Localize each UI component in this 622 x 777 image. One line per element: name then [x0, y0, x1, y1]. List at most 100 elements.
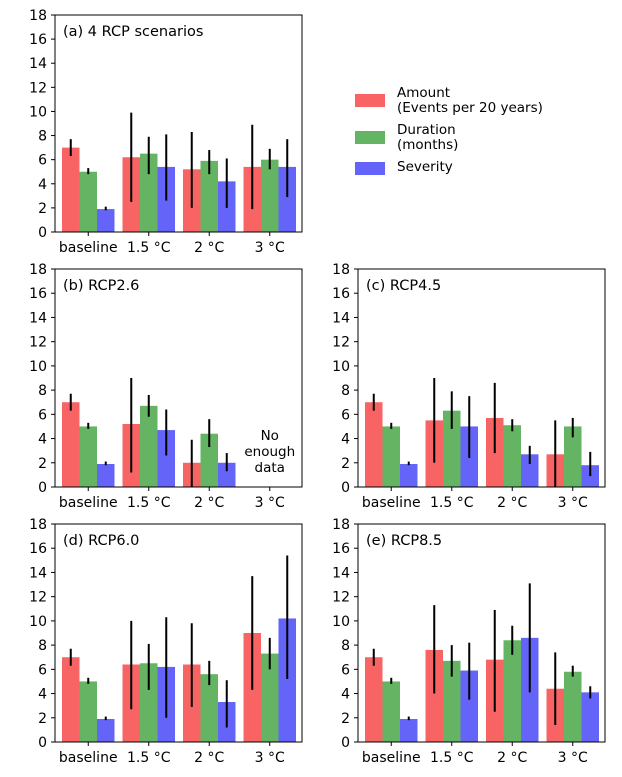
y-tick-label: 18 — [332, 262, 350, 278]
x-tick-label: 2 °C — [497, 495, 527, 511]
x-tick-label: 1.5 °C — [127, 750, 171, 766]
y-tick-label: 10 — [29, 614, 47, 630]
panel-title: (a) 4 RCP scenarios — [63, 24, 203, 40]
chart-panel-1: 0 2 4 6 8 10 12 14 16 18 baseline 1.5 °C 2 °C 3 °C (b)… — [29, 262, 303, 511]
y-tick-label: 0 — [38, 225, 47, 241]
y-tick-label: 2 — [38, 201, 47, 217]
bar-duration-2 — [200, 160, 218, 232]
y-tick-label: 18 — [29, 262, 47, 278]
bar-severity-3 — [278, 166, 296, 232]
legend-label-severity: Severity — [397, 159, 453, 175]
bar-duration-3 — [261, 653, 279, 742]
bar-duration-3 — [564, 426, 582, 487]
panel-title: (d) RCP6.0 — [63, 533, 139, 549]
x-tick-label: baseline — [362, 495, 421, 511]
x-tick-label: baseline — [59, 495, 118, 511]
x-tick-label: 3 °C — [255, 240, 285, 256]
y-tick-label: 10 — [332, 359, 350, 375]
y-tick-label: 2 — [38, 456, 47, 472]
y-tick-label: 14 — [29, 56, 47, 72]
bar-duration-0 — [79, 426, 97, 487]
y-tick-label: 8 — [341, 638, 350, 654]
y-tick-label: 4 — [38, 432, 47, 448]
y-tick-label: 8 — [341, 383, 350, 399]
bar-duration-1 — [140, 663, 158, 742]
y-tick-label: 8 — [38, 638, 47, 654]
x-tick-label: 2 °C — [194, 495, 224, 511]
y-tick-label: 4 — [341, 687, 350, 703]
y-tick-label: 2 — [341, 456, 350, 472]
legend-swatch-amount — [355, 94, 385, 107]
bar-severity-1 — [157, 430, 175, 487]
bar-amount-0 — [365, 657, 383, 742]
y-tick-label: 14 — [332, 565, 350, 581]
y-tick-label: 0 — [38, 735, 47, 751]
y-tick-label: 12 — [332, 335, 350, 351]
y-tick-label: 16 — [332, 286, 350, 302]
y-tick-label: 16 — [29, 541, 47, 557]
x-tick-label: 3 °C — [255, 495, 285, 511]
x-tick-label: 2 °C — [194, 750, 224, 766]
chart-panel-3: 0 2 4 6 8 10 12 14 16 18 baseline 1.5 °C 2 °C 3 °C (d)… — [29, 517, 303, 766]
legend-label-duration: Duration — [397, 122, 456, 138]
legend-swatch-duration — [355, 131, 385, 144]
bar-severity-1 — [460, 670, 478, 742]
y-tick-label: 18 — [29, 8, 47, 24]
panel-title: (b) RCP2.6 — [63, 278, 139, 294]
legend-swatch-severity — [355, 162, 385, 175]
y-tick-label: 8 — [38, 383, 47, 399]
y-tick-label: 0 — [38, 480, 47, 496]
bar-severity-0 — [400, 463, 418, 487]
y-tick-label: 10 — [29, 359, 47, 375]
y-tick-label: 10 — [29, 104, 47, 120]
bar-severity-0 — [97, 209, 115, 232]
bar-severity-3 — [278, 618, 296, 742]
y-tick-label: 18 — [332, 517, 350, 533]
legend-sublabel-amount: (Events per 20 years) — [397, 100, 543, 116]
axes-frame — [54, 14, 303, 233]
x-tick-label: 2 °C — [497, 750, 527, 766]
bar-duration-2 — [200, 433, 218, 487]
bar-severity-0 — [97, 463, 115, 487]
chart-panel-0: 0 2 4 6 8 10 12 14 16 18 baseline 1.5 °C 2 °C 3 °C (a)… — [29, 8, 303, 256]
x-tick-label: baseline — [59, 240, 118, 256]
y-tick-label: 16 — [29, 286, 47, 302]
bar-duration-2 — [503, 425, 521, 487]
x-tick-label: 3 °C — [558, 750, 588, 766]
x-tick-label: 1.5 °C — [127, 495, 171, 511]
y-tick-label: 2 — [341, 711, 350, 727]
y-tick-label: 6 — [38, 153, 47, 169]
x-tick-label: 3 °C — [558, 495, 588, 511]
y-tick-label: 16 — [332, 541, 350, 557]
bar-duration-0 — [79, 171, 97, 232]
chart-panel-4: 0 2 4 6 8 10 12 14 16 18 baseline 1.5 °C 2 °C 3 °C (e)… — [332, 517, 606, 766]
y-tick-label: 2 — [38, 711, 47, 727]
bar-severity-0 — [97, 718, 115, 742]
bar-amount-1 — [425, 649, 443, 742]
y-tick-label: 0 — [341, 480, 350, 496]
y-tick-label: 4 — [341, 432, 350, 448]
bar-severity-3 — [581, 692, 599, 742]
y-tick-label: 8 — [38, 129, 47, 145]
x-tick-label: baseline — [362, 750, 421, 766]
x-tick-label: 2 °C — [194, 240, 224, 256]
y-tick-label: 0 — [341, 735, 350, 751]
legend-label-amount: Amount — [397, 85, 451, 101]
y-tick-label: 14 — [332, 310, 350, 326]
x-tick-label: 3 °C — [255, 750, 285, 766]
legend-sublabel-duration: (months) — [397, 137, 459, 153]
axes-frame — [54, 523, 303, 743]
bar-duration-1 — [443, 410, 461, 487]
y-tick-label: 4 — [38, 177, 47, 193]
bar-duration-2 — [200, 674, 218, 742]
y-tick-label: 16 — [29, 32, 47, 48]
y-tick-label: 6 — [38, 407, 47, 423]
y-tick-label: 14 — [29, 310, 47, 326]
bar-duration-1 — [140, 405, 158, 487]
bar-duration-3 — [261, 159, 279, 232]
y-tick-label: 6 — [341, 407, 350, 423]
y-tick-label: 12 — [29, 80, 47, 96]
axes-frame — [357, 523, 606, 743]
bar-duration-2 — [503, 640, 521, 742]
bar-duration-0 — [79, 681, 97, 742]
